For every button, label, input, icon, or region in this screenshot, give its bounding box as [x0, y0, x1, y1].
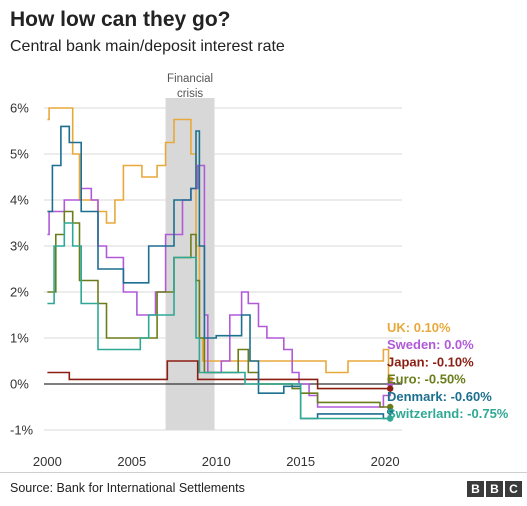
- y-tick-label-5: 5%: [10, 147, 29, 162]
- series-line-sweden: [47, 164, 391, 408]
- bbc-logo-letter-2: B: [486, 481, 503, 497]
- y-tick-label-0: 0%: [10, 377, 29, 392]
- series-end-dot-sweden: [386, 380, 394, 388]
- series-end-dot-uk: [386, 376, 394, 383]
- x-tick-label-2000: 2000: [33, 454, 62, 469]
- series-end-dots: [386, 376, 394, 422]
- series-end-dot-euro: [386, 403, 394, 411]
- series-end-dot-denmark: [386, 408, 394, 415]
- x-tick-label-2020: 2020: [371, 454, 400, 469]
- y-tick-labels: 6% 5% 4% 3% 2% 1% 0% -1%: [10, 101, 34, 438]
- end-label-japan: Japan: -0.10%: [387, 354, 474, 369]
- x-tick-label-2005: 2005: [117, 454, 146, 469]
- y-tick-label-4: 4%: [10, 193, 29, 208]
- series-end-dot-switzerland: [386, 415, 394, 422]
- x-tick-label-2015: 2015: [286, 454, 315, 469]
- crisis-shading-layer: Financial crisis: [165, 73, 215, 430]
- page-subtitle: Central bank main/deposit interest rate: [10, 38, 285, 55]
- end-label-euro: Euro: -0.50%: [387, 372, 466, 387]
- y-tick-label--1: -1%: [10, 423, 34, 438]
- x-tick-label-2010: 2010: [202, 454, 231, 469]
- series-lines: [47, 107, 391, 420]
- grid-layer: [44, 107, 402, 431]
- series-line-switzerland: [47, 222, 391, 420]
- series-line-denmark: [47, 125, 391, 420]
- series-end-labels: UK: 0.10% Sweden: 0.0% Japan: -0.10% Euro: …: [387, 320, 509, 421]
- end-label-sweden: Sweden: 0.0%: [387, 337, 474, 352]
- crisis-band: [165, 98, 215, 430]
- y-tick-label-2: 2%: [10, 285, 29, 300]
- series-line-japan: [47, 360, 391, 390]
- y-tick-label-6: 6%: [10, 101, 29, 116]
- crisis-label-line-1: Financial: [167, 73, 213, 85]
- bbc-logo-letter-3: C: [505, 481, 522, 497]
- bbc-logo: B B C: [467, 481, 522, 497]
- x-tick-labels: 2000 2005 2010 2015 2020: [33, 454, 400, 469]
- y-tick-label-1: 1%: [10, 331, 29, 346]
- series-line-euro: [47, 210, 391, 408]
- page-title: How low can they go?: [10, 8, 231, 31]
- end-label-denmark: Denmark: -0.60%: [387, 389, 492, 404]
- bbc-logo-letter-1: B: [467, 481, 484, 497]
- series-end-dot-japan: [386, 385, 394, 392]
- end-label-uk: UK: 0.10%: [387, 320, 451, 335]
- footer-divider: [0, 472, 527, 473]
- series-line-uk: [47, 107, 391, 381]
- crisis-label-line-2: crisis: [177, 88, 203, 100]
- end-label-switzerland: Switzerland: -0.75%: [387, 406, 509, 421]
- source-note: Source: Bank for International Settlemen…: [10, 481, 245, 495]
- y-tick-label-3: 3%: [10, 239, 29, 254]
